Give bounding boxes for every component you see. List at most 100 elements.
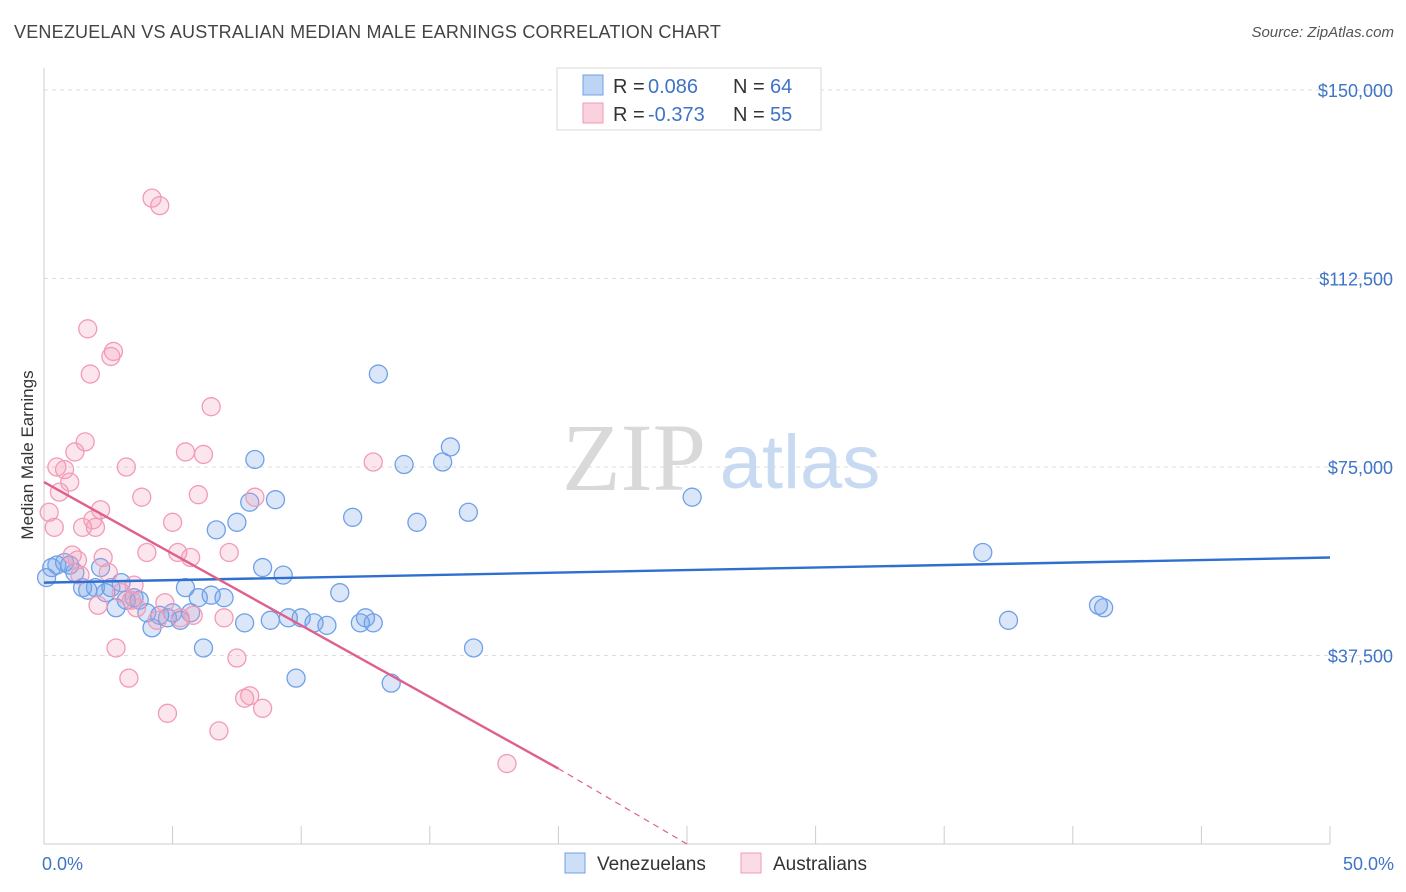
watermark-zip: ZIP: [562, 404, 706, 511]
point-1-7: [65, 442, 85, 462]
point-1-30: [155, 593, 175, 613]
point-0-47: [363, 613, 383, 633]
y-axis-label: Median Male Earnings: [18, 370, 37, 539]
legend-n-label-1: N =: [733, 104, 765, 126]
point-0-56: [682, 487, 702, 507]
point-1-19: [103, 341, 124, 362]
point-0-37: [273, 565, 293, 585]
point-0-30: [227, 512, 247, 532]
point-1-49: [497, 753, 517, 774]
point-0-42: [317, 615, 337, 636]
chart-title: VENEZUELAN VS AUSTRALIAN MEDIAN MALE EAR…: [14, 22, 722, 42]
trend-line-0: [43, 556, 1331, 584]
point-1-0: [39, 502, 59, 522]
point-0-60: [1094, 598, 1114, 618]
legend-swatch-1: [582, 102, 604, 124]
point-1-37: [188, 485, 208, 505]
point-0-28: [206, 520, 226, 540]
point-1-1: [44, 517, 64, 537]
y-tick-label-0: $37,500: [1328, 647, 1393, 667]
point-1-44: [234, 688, 255, 708]
point-1-14: [85, 517, 106, 537]
bottom-legend-label-1: Australians: [773, 854, 867, 875]
point-1-38: [193, 444, 214, 465]
point-0-48: [368, 364, 389, 384]
point-1-46: [245, 487, 265, 507]
y-tick-label-1: $75,000: [1328, 458, 1393, 478]
point-1-31: [157, 703, 178, 723]
point-1-50: [88, 595, 108, 615]
point-0-54: [458, 502, 479, 522]
source-credit: Source: ZipAtlas.com: [1251, 24, 1394, 41]
point-1-13: [83, 510, 103, 530]
legend-n-value-1: 55: [770, 104, 792, 126]
point-1-20: [106, 638, 126, 658]
bottom-legend-swatch-1: [740, 852, 762, 874]
point-0-53: [440, 437, 461, 457]
point-1-4: [54, 459, 75, 480]
point-0-11: [101, 578, 121, 598]
point-1-51: [121, 590, 142, 610]
y-tick-label-3: $150,000: [1318, 81, 1393, 101]
point-0-26: [193, 638, 214, 658]
x-tick-label-min: 0.0%: [42, 854, 83, 874]
point-1-2: [47, 457, 67, 477]
point-1-23: [119, 668, 139, 688]
point-0-52: [433, 452, 453, 472]
data-points: [36, 188, 1114, 774]
point-1-48: [363, 452, 383, 472]
point-0-43: [330, 583, 350, 603]
point-1-42: [219, 542, 239, 563]
legend-box: [556, 67, 822, 131]
point-1-43: [227, 648, 247, 668]
point-1-18: [101, 346, 121, 367]
point-1-22: [116, 457, 136, 477]
point-1-41: [214, 608, 234, 628]
x-tick-label-max: 50.0%: [1343, 854, 1394, 874]
point-1-29: [150, 196, 170, 216]
legend-r-label-0: R =: [613, 76, 645, 98]
point-1-10: [75, 432, 95, 452]
point-1-27: [137, 542, 157, 563]
bottom-legend-swatch-0: [564, 852, 586, 874]
point-1-8: [67, 550, 88, 570]
point-1-28: [142, 188, 162, 208]
point-0-34: [252, 557, 273, 578]
y-axis-ticks: $37,500 $75,000 $112,500 $150,000: [1318, 81, 1393, 666]
point-0-36: [265, 490, 286, 510]
y-tick-label-2: $112,500: [1319, 270, 1393, 290]
trend-line-1: [43, 481, 559, 770]
point-0-29: [214, 588, 234, 608]
point-0-50: [394, 454, 414, 475]
point-0-35: [260, 610, 280, 630]
point-1-35: [175, 442, 196, 462]
point-1-52: [147, 610, 167, 630]
legend-n-label-0: N =: [733, 76, 765, 98]
point-0-33: [245, 449, 265, 470]
point-1-53: [183, 605, 203, 625]
point-0-23: [175, 578, 196, 598]
point-1-32: [162, 512, 183, 532]
point-1-17: [98, 562, 118, 583]
legend-r-value-1: -0.373: [648, 104, 705, 126]
point-0-55: [463, 638, 484, 658]
point-0-24: [180, 603, 201, 623]
point-1-12: [80, 364, 100, 384]
trend-line-dashed-1: [558, 768, 688, 845]
point-0-44: [342, 507, 363, 527]
point-1-11: [78, 319, 98, 339]
series-1-points: [39, 188, 517, 774]
legend-r-value-0: 0.086: [648, 76, 698, 98]
bottom-legend: Venezuelans Australians: [564, 852, 867, 875]
watermark-atlas: atlas: [720, 420, 881, 505]
legend-swatch-0: [582, 74, 604, 96]
trend-lines: [43, 481, 1331, 845]
point-1-40: [209, 721, 229, 741]
point-0-31: [234, 613, 255, 633]
point-0-51: [407, 512, 427, 532]
bottom-legend-label-0: Venezuelans: [597, 854, 706, 875]
point-0-59: [1088, 595, 1109, 615]
watermark: ZIP atlas: [562, 404, 880, 511]
point-0-57: [973, 542, 993, 563]
